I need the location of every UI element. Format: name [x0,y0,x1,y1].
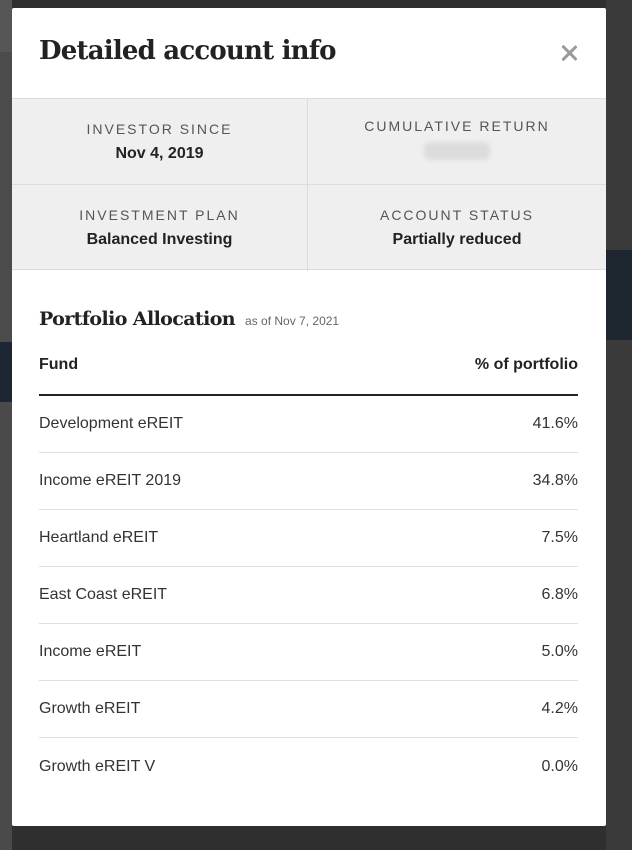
backdrop-strip [0,0,12,52]
allocation-heading: Portfolio Allocation as of Nov 7, 2021 [39,308,578,330]
investment-plan-label: INVESTMENT PLAN [79,207,240,223]
account-info-modal: Detailed account info INVESTOR SINCE Nov… [12,8,606,826]
investor-since-value: Nov 4, 2019 [115,144,204,162]
table-row: Income eREIT 5.0% [39,624,578,681]
fund-name: Growth eREIT [39,700,141,717]
column-header-percent: % of portfolio [474,356,578,373]
close-icon[interactable] [558,42,580,64]
backdrop-strip [0,342,12,402]
fund-name: Income eREIT [39,643,142,660]
allocation-table-header: Fund % of portfolio [39,356,578,396]
allocation-title: Portfolio Allocation [39,308,236,330]
allocation-as-of: as of Nov 7, 2021 [245,314,340,328]
fund-percent: 34.8% [532,472,578,489]
fund-name: Development eREIT [39,415,184,432]
fund-name: Income eREIT 2019 [39,472,182,489]
backdrop-strip [0,52,12,342]
investment-plan-cell: INVESTMENT PLAN Balanced Investing [12,185,308,271]
fund-name: East Coast eREIT [39,586,168,603]
table-row: Income eREIT 2019 34.8% [39,453,578,510]
fund-percent: 41.6% [532,415,578,432]
modal-header: Detailed account info [12,8,606,98]
table-row: Growth eREIT 4.2% [39,681,578,738]
cumulative-return-cell: CUMULATIVE RETURN [308,99,606,185]
blurred-value [424,142,490,160]
portfolio-allocation: Portfolio Allocation as of Nov 7, 2021 F… [39,270,578,795]
investor-since-cell: INVESTOR SINCE Nov 4, 2019 [12,99,308,185]
investment-plan-value: Balanced Investing [86,231,233,248]
fund-percent: 5.0% [541,643,578,660]
cumulative-return-label: CUMULATIVE RETURN [364,118,550,134]
column-header-fund: Fund [39,356,79,373]
cumulative-return-value [424,142,490,165]
table-row: Growth eREIT V 0.0% [39,738,578,795]
fund-percent: 4.2% [541,700,578,717]
backdrop-strip [0,402,12,850]
table-row: Heartland eREIT 7.5% [39,510,578,567]
modal-title: Detailed account info [39,36,337,66]
table-row: Development eREIT 41.6% [39,396,578,453]
allocation-table-body: Development eREIT 41.6% Income eREIT 201… [39,396,578,795]
account-status-cell: ACCOUNT STATUS Partially reduced [308,185,606,271]
fund-percent: 0.0% [541,757,578,775]
investor-since-label: INVESTOR SINCE [86,120,233,137]
backdrop-right [606,0,632,850]
account-summary-grid: INVESTOR SINCE Nov 4, 2019 CUMULATIVE RE… [12,98,606,271]
fund-percent: 6.8% [541,586,578,603]
fund-name: Heartland eREIT [39,529,159,546]
account-status-value: Partially reduced [392,231,522,248]
table-row: East Coast eREIT 6.8% [39,567,578,624]
account-status-label: ACCOUNT STATUS [379,207,534,223]
fund-percent: 7.5% [541,529,578,546]
fund-name: Growth eREIT V [39,757,156,775]
